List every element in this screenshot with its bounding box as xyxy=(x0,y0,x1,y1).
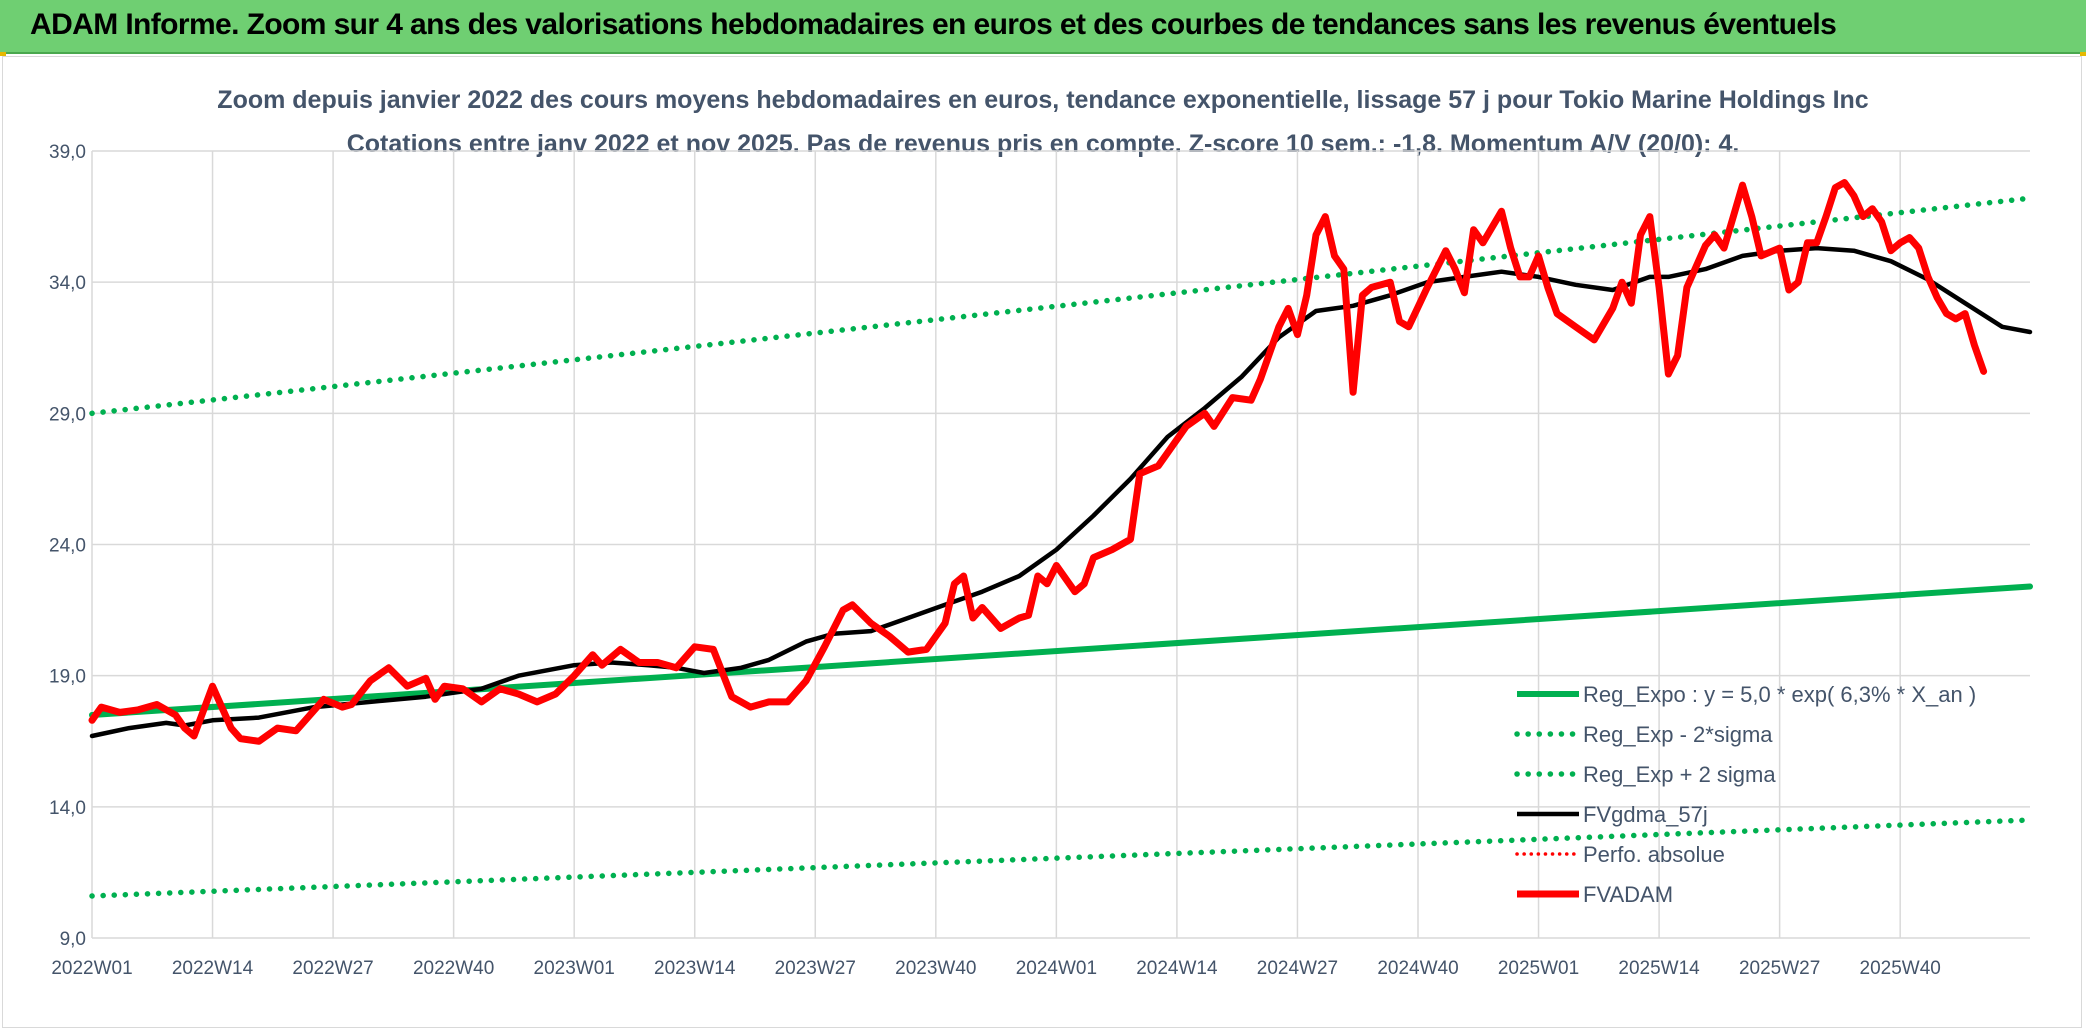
series-line-2 xyxy=(89,195,2033,417)
legend: Reg_Expo : y = 5,0 * exp( 6,3% * X_an ) R… xyxy=(1514,682,1976,907)
x-tick-label: 2022W40 xyxy=(413,958,494,979)
x-tick-label: 2023W14 xyxy=(654,958,736,979)
y-tick-label: 24,0 xyxy=(49,536,86,557)
x-tick-label: 2023W01 xyxy=(534,958,615,979)
x-tick-label: 2022W27 xyxy=(292,958,373,979)
x-axis: 2022W01 2022W14 2022W27 2022W40 2023W01 2023W… xyxy=(51,958,1941,979)
x-tick-label: 2022W01 xyxy=(51,958,132,979)
x-tick-label: 2024W01 xyxy=(1016,958,1097,979)
legend-label-5: FVADAM xyxy=(1583,882,1673,907)
x-tick-label: 2023W27 xyxy=(775,958,856,979)
legend-label-0: Reg_Expo : y = 5,0 * exp( 6,3% * X_an ) xyxy=(1583,682,1976,707)
y-tick-label: 14,0 xyxy=(49,798,86,819)
chart-subtitle: Cotations entre janv 2022 et nov 2025. P… xyxy=(347,130,1740,158)
legend-label-2: Reg_Exp + 2 sigma xyxy=(1583,762,1776,787)
x-tick-label: 2025W27 xyxy=(1739,958,1820,979)
x-tick-label: 2025W01 xyxy=(1498,958,1579,979)
series-line-1 xyxy=(89,817,2033,899)
y-tick-label: 34,0 xyxy=(49,273,86,294)
x-tick-label: 2024W27 xyxy=(1257,958,1338,979)
header-title: ADAM Informe. Zoom sur 4 ans des valoris… xyxy=(30,8,1837,41)
series-line-0 xyxy=(89,583,2033,718)
y-tick-label: 29,0 xyxy=(49,404,86,425)
x-tick-label: 2023W40 xyxy=(895,958,976,979)
y-tick-label: 9,0 xyxy=(60,929,86,950)
y-axis: 9,0 14,0 19,0 24,0 29,0 34,0 39,0 xyxy=(49,142,86,950)
x-tick-label: 2024W14 xyxy=(1136,958,1218,979)
legend-label-3: FVgdma_57j xyxy=(1583,802,1708,827)
series-line-5 xyxy=(88,179,1988,745)
grid xyxy=(91,150,2030,939)
series-line-3 xyxy=(89,245,2033,739)
x-tick-label: 2025W14 xyxy=(1618,958,1700,979)
legend-label-4: Perfo. absolue xyxy=(1583,842,1725,867)
legend-label-1: Reg_Exp - 2*sigma xyxy=(1583,722,1773,747)
y-tick-label: 19,0 xyxy=(49,667,86,688)
banner-corner-left xyxy=(0,52,6,56)
y-tick-label: 39,0 xyxy=(49,142,86,163)
series-layer xyxy=(88,179,2033,899)
header-banner: ADAM Informe. Zoom sur 4 ans des valoris… xyxy=(0,0,2086,54)
x-tick-label: 2025W40 xyxy=(1860,958,1941,979)
x-tick-label: 2022W14 xyxy=(172,958,254,979)
x-tick-label: 2024W40 xyxy=(1377,958,1458,979)
chart-frame xyxy=(2,56,2082,1028)
chart-title: Zoom depuis janvier 2022 des cours moyen… xyxy=(217,86,1868,114)
banner-corner-right xyxy=(2080,52,2086,56)
